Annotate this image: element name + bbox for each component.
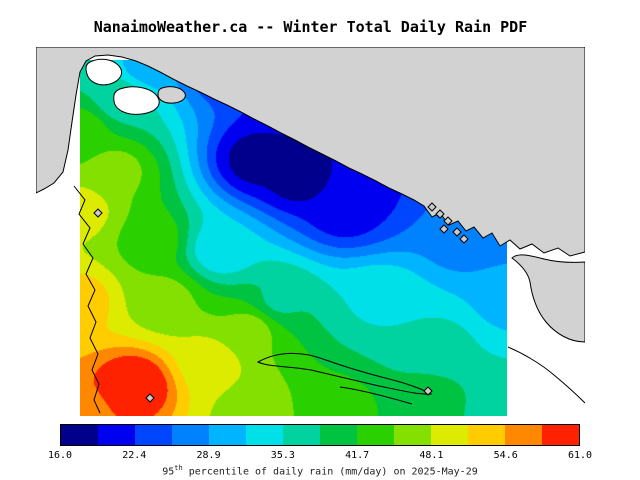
colorbar-segment — [542, 425, 579, 445]
colorbar-tick-label: 16.0 — [47, 450, 73, 461]
colorbar-tick-label: 28.9 — [196, 450, 221, 461]
southeast-landmass — [511, 254, 585, 343]
station-marker — [93, 208, 103, 218]
colorbar-segment — [172, 425, 209, 445]
station-marker — [435, 209, 445, 219]
caption-prefix: 95 — [162, 466, 175, 478]
colorbar-segment — [505, 425, 542, 445]
colorbar-tick-label: 22.4 — [122, 450, 147, 461]
island — [85, 58, 123, 86]
mainland-landmass — [36, 47, 585, 257]
land-shapes — [36, 47, 585, 343]
station-marker — [423, 386, 433, 396]
colorbar-segment — [98, 425, 135, 445]
colorbar — [60, 424, 580, 446]
colorbar-segment — [468, 425, 505, 445]
island — [113, 86, 160, 115]
coastlines — [73, 185, 585, 414]
colorbar-tick-label: 41.7 — [345, 450, 370, 461]
colorbar-segment — [320, 425, 357, 445]
west-coastline — [73, 185, 101, 414]
station-marker — [452, 227, 462, 237]
map-overlay — [36, 47, 585, 414]
southeast-coastline — [507, 346, 585, 404]
caption: 95th percentile of daily rain (mm/day) o… — [0, 464, 640, 477]
colorbar-segment — [246, 425, 283, 445]
station-marker — [145, 393, 155, 403]
station-marker — [427, 202, 437, 212]
station-marker — [459, 234, 469, 244]
colorbar-segment — [283, 425, 320, 445]
colorbar-segment — [135, 425, 172, 445]
station-markers — [93, 202, 469, 403]
colorbar-segment — [209, 425, 246, 445]
colorbar-tick-label: 61.0 — [567, 450, 593, 461]
colorbar-tick-label: 48.1 — [419, 450, 444, 461]
island-coastline — [256, 352, 433, 395]
islet — [157, 86, 186, 104]
colorbar-tick-label: 54.6 — [493, 450, 518, 461]
colorbar-segment — [61, 425, 98, 445]
colorbar-segment — [394, 425, 431, 445]
island-coastline-2 — [339, 386, 413, 405]
colorbar-segment — [357, 425, 394, 445]
caption-rest: percentile of daily rain (mm/day) on 202… — [182, 466, 478, 478]
caption-superscript: th — [174, 464, 183, 472]
map-area — [36, 47, 585, 420]
station-marker — [443, 216, 453, 226]
colorbar-ticks: 16.0 22.4 28.9 35.3 41.7 48.1 54.6 61.0 — [48, 450, 592, 463]
page-title: NanaimoWeather.ca -- Winter Total Daily … — [93, 18, 528, 36]
colorbar-tick-label: 35.3 — [270, 450, 295, 461]
station-marker — [439, 224, 449, 234]
colorbar-segment — [431, 425, 468, 445]
